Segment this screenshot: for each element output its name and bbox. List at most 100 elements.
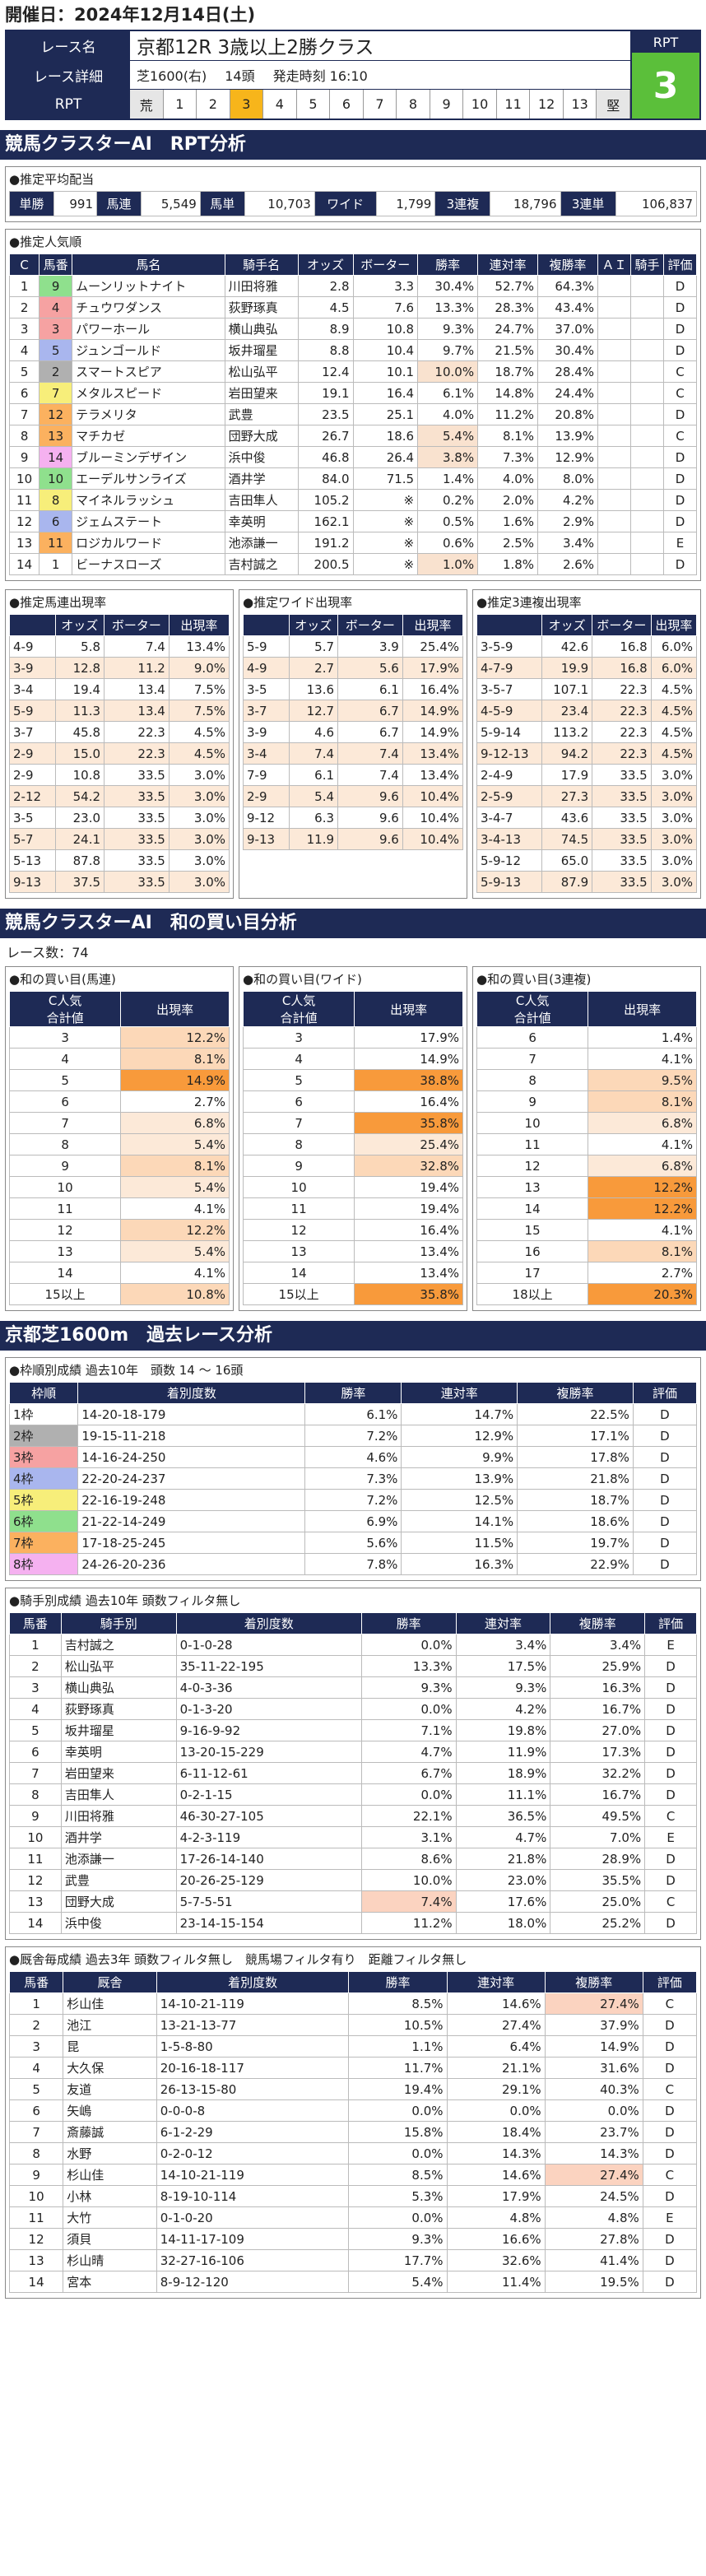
table-row: 2-5-9 27.3 33.5 3.0% <box>476 785 698 807</box>
column-header: 勝率 <box>417 253 479 276</box>
table-row: 10 10 エーデルサンライズ 酒井学 84.0 71.5 1.4% 4.0% 8.0% D <box>8 467 698 490</box>
table-cell: 6 <box>476 1026 589 1049</box>
table-cell: 28.9% <box>550 1848 646 1870</box>
table-row: 14 1 ビーナスローズ 吉村誠之 200.5 ※ 1.0% 1.8% 2.6% D <box>8 553 698 575</box>
table-cell: 21-22-14-249 <box>77 1510 306 1532</box>
table-row: 7 35.8% <box>242 1112 463 1134</box>
table-cell: 32-27-16-106 <box>156 2249 350 2271</box>
table-cell: 2 <box>8 2014 64 2036</box>
table-cell: 10.4 <box>352 339 419 361</box>
table-row: 5 38.8% <box>242 1069 463 1091</box>
table-cell: 15 <box>476 1219 589 1241</box>
table-row: 9 32.8% <box>242 1155 463 1177</box>
table-cell: 吉村誠之 <box>60 1634 177 1656</box>
table-cell: 3-5-9 <box>476 635 543 658</box>
table-row: 1枠 14-20-18-179 6.1% 14.7% 22.5% D <box>8 1403 698 1425</box>
table-row: 3-5-9 42.6 16.8 6.0% <box>476 635 698 658</box>
race-detail: 芝1600(右) 14頭 発走時刻 16:10 <box>130 61 630 90</box>
table-cell: C <box>642 2078 698 2100</box>
column-header: 連対率 <box>401 1382 518 1404</box>
table-row: 15 4.1% <box>476 1219 697 1241</box>
table-cell: 22-16-19-248 <box>77 1489 306 1511</box>
table-cell: 13.4 <box>104 700 170 722</box>
table-cell: 87.9 <box>541 871 593 893</box>
rpt-cell: 9 <box>430 90 464 119</box>
table-row: 6 幸英明 13-20-15-229 4.7% 11.9% 17.3% D <box>9 1741 697 1763</box>
table-cell: 26.7 <box>297 425 354 447</box>
table-cell: 3.0% <box>168 849 230 872</box>
table-row: 14 浜中俊 23-14-15-154 11.2% 18.0% 25.2% D <box>9 1912 697 1934</box>
table-row: 14 宮本 8-9-12-120 5.4% 11.4% 19.5% D <box>8 2271 698 2293</box>
table-cell: 7.4 <box>288 742 339 765</box>
table-cell: 斎藤誠 <box>63 2121 157 2143</box>
table-cell: 12.7 <box>288 700 339 722</box>
table-cell: 16.4% <box>402 678 464 700</box>
table-cell: 23-14-15-154 <box>175 1912 362 1934</box>
table-cell: 6 <box>9 1741 62 1763</box>
table-cell: 2-9 <box>9 742 56 765</box>
table-cell: 33.5 <box>592 849 652 872</box>
table-cell: 4 <box>8 1048 122 1070</box>
table-cell: 2 <box>9 1655 62 1677</box>
table-row: 11 8 マイネルラッシュ 吉田隼人 105.2 ※ 0.2% 2.0% 4.2% D <box>8 489 698 511</box>
table-cell: 2.7 <box>288 657 339 679</box>
table-row: 9-13 11.9 9.6 10.4% <box>243 828 464 850</box>
table-cell: 5 <box>8 360 40 383</box>
table-cell: 8-19-10-114 <box>156 2185 350 2207</box>
table-cell: D <box>644 1869 697 1891</box>
table-row: 11 大竹 0-1-0-20 0.0% 4.8% 4.8% E <box>8 2206 698 2229</box>
table-cell: 4.6 <box>288 721 339 743</box>
table-row: 3-7 45.8 22.3 4.5% <box>9 721 230 743</box>
table-cell: 9.7% <box>417 339 479 361</box>
table-cell: 25.2% <box>550 1912 646 1934</box>
table-cell: 2.6% <box>537 553 599 575</box>
table-cell: 20-16-18-117 <box>156 2057 350 2079</box>
table-row: 15以上 35.8% <box>242 1283 463 1305</box>
table-cell: 22.3 <box>104 721 170 743</box>
table-cell: 7.2% <box>304 1425 402 1447</box>
table-cell: 6.0% <box>650 657 698 679</box>
table-cell: 0.0% <box>360 1698 457 1720</box>
table-row: 7 4.1% <box>476 1048 697 1070</box>
table-cell: 4.1% <box>120 1262 230 1284</box>
section-rpt-analysis: 競馬クラスターAI RPT分析 <box>0 130 706 160</box>
table-row: 12 須貝 14-11-17-109 9.3% 16.6% 27.8% D <box>8 2228 698 2250</box>
table-cell: 8.1% <box>120 1048 230 1070</box>
table-cell: 4.5% <box>650 700 698 722</box>
table-cell: 6 <box>242 1090 355 1113</box>
table-cell: 5枠 <box>8 1489 79 1511</box>
column-header: 馬番 <box>9 1612 62 1634</box>
table-row: 9-12-13 94.2 22.3 4.5% <box>476 742 698 765</box>
popularity-box: ●推定人気順 C 馬番 馬名 騎手名 オッズ ボーター 勝率 連対率 複勝率 ＡＩ 騎手 評価 1 9 ムー… <box>5 229 701 581</box>
table-cell: 17.1% <box>517 1425 634 1447</box>
table-cell: 3.3 <box>352 275 419 297</box>
table-cell: D <box>644 1719 697 1741</box>
table-cell: 25.4% <box>402 635 464 658</box>
trainer-stats-table: 馬番 厩舎 着別度数 勝率 連対率 複勝率 評価 1 杉山佳 14-10-21-119 8.5% 14… <box>8 1971 698 2293</box>
table-cell: 0-0-0-8 <box>156 2099 350 2122</box>
table-cell: 3.4% <box>537 532 599 554</box>
table-cell: 10 <box>8 467 40 490</box>
table-cell: 4.7% <box>360 1741 457 1763</box>
table-row: 3 3 パワーホール 横山典弘 8.9 10.8 9.3% 24.7% 37.0% D <box>8 318 698 340</box>
table-cell: D <box>644 1912 697 1934</box>
table-row: 13 11 ロジカルワード 池添謙一 191.2 ※ 0.6% 2.5% 3.4% E <box>8 532 698 554</box>
table-row: 15以上 10.8% <box>8 1283 230 1305</box>
table-cell: 12 <box>8 510 40 532</box>
table-cell: 7.5% <box>168 678 230 700</box>
table-cell: 杉山佳 <box>63 2164 157 2186</box>
table-cell: 37.9% <box>544 2014 643 2036</box>
table-cell: 33.5 <box>104 764 170 786</box>
table-cell: 幸英明 <box>224 510 299 532</box>
table-cell: 16.7% <box>550 1783 646 1806</box>
table-row: 18以上 20.3% <box>476 1283 697 1305</box>
column-header: 着別度数 <box>175 1612 362 1634</box>
table-cell: 4.6% <box>304 1446 402 1468</box>
table-cell: 10 <box>8 2185 64 2207</box>
table-row: 7 12 テラメリタ 武豊 23.5 25.1 4.0% 11.2% 20.8% D <box>8 403 698 425</box>
table-cell: ブルーミンデザイン <box>72 446 225 468</box>
table-cell: 52.7% <box>477 275 539 297</box>
table-cell: 33.5 <box>592 785 652 807</box>
table-row: 11 4.1% <box>8 1197 230 1220</box>
table-row: 6 2.7% <box>8 1090 230 1113</box>
